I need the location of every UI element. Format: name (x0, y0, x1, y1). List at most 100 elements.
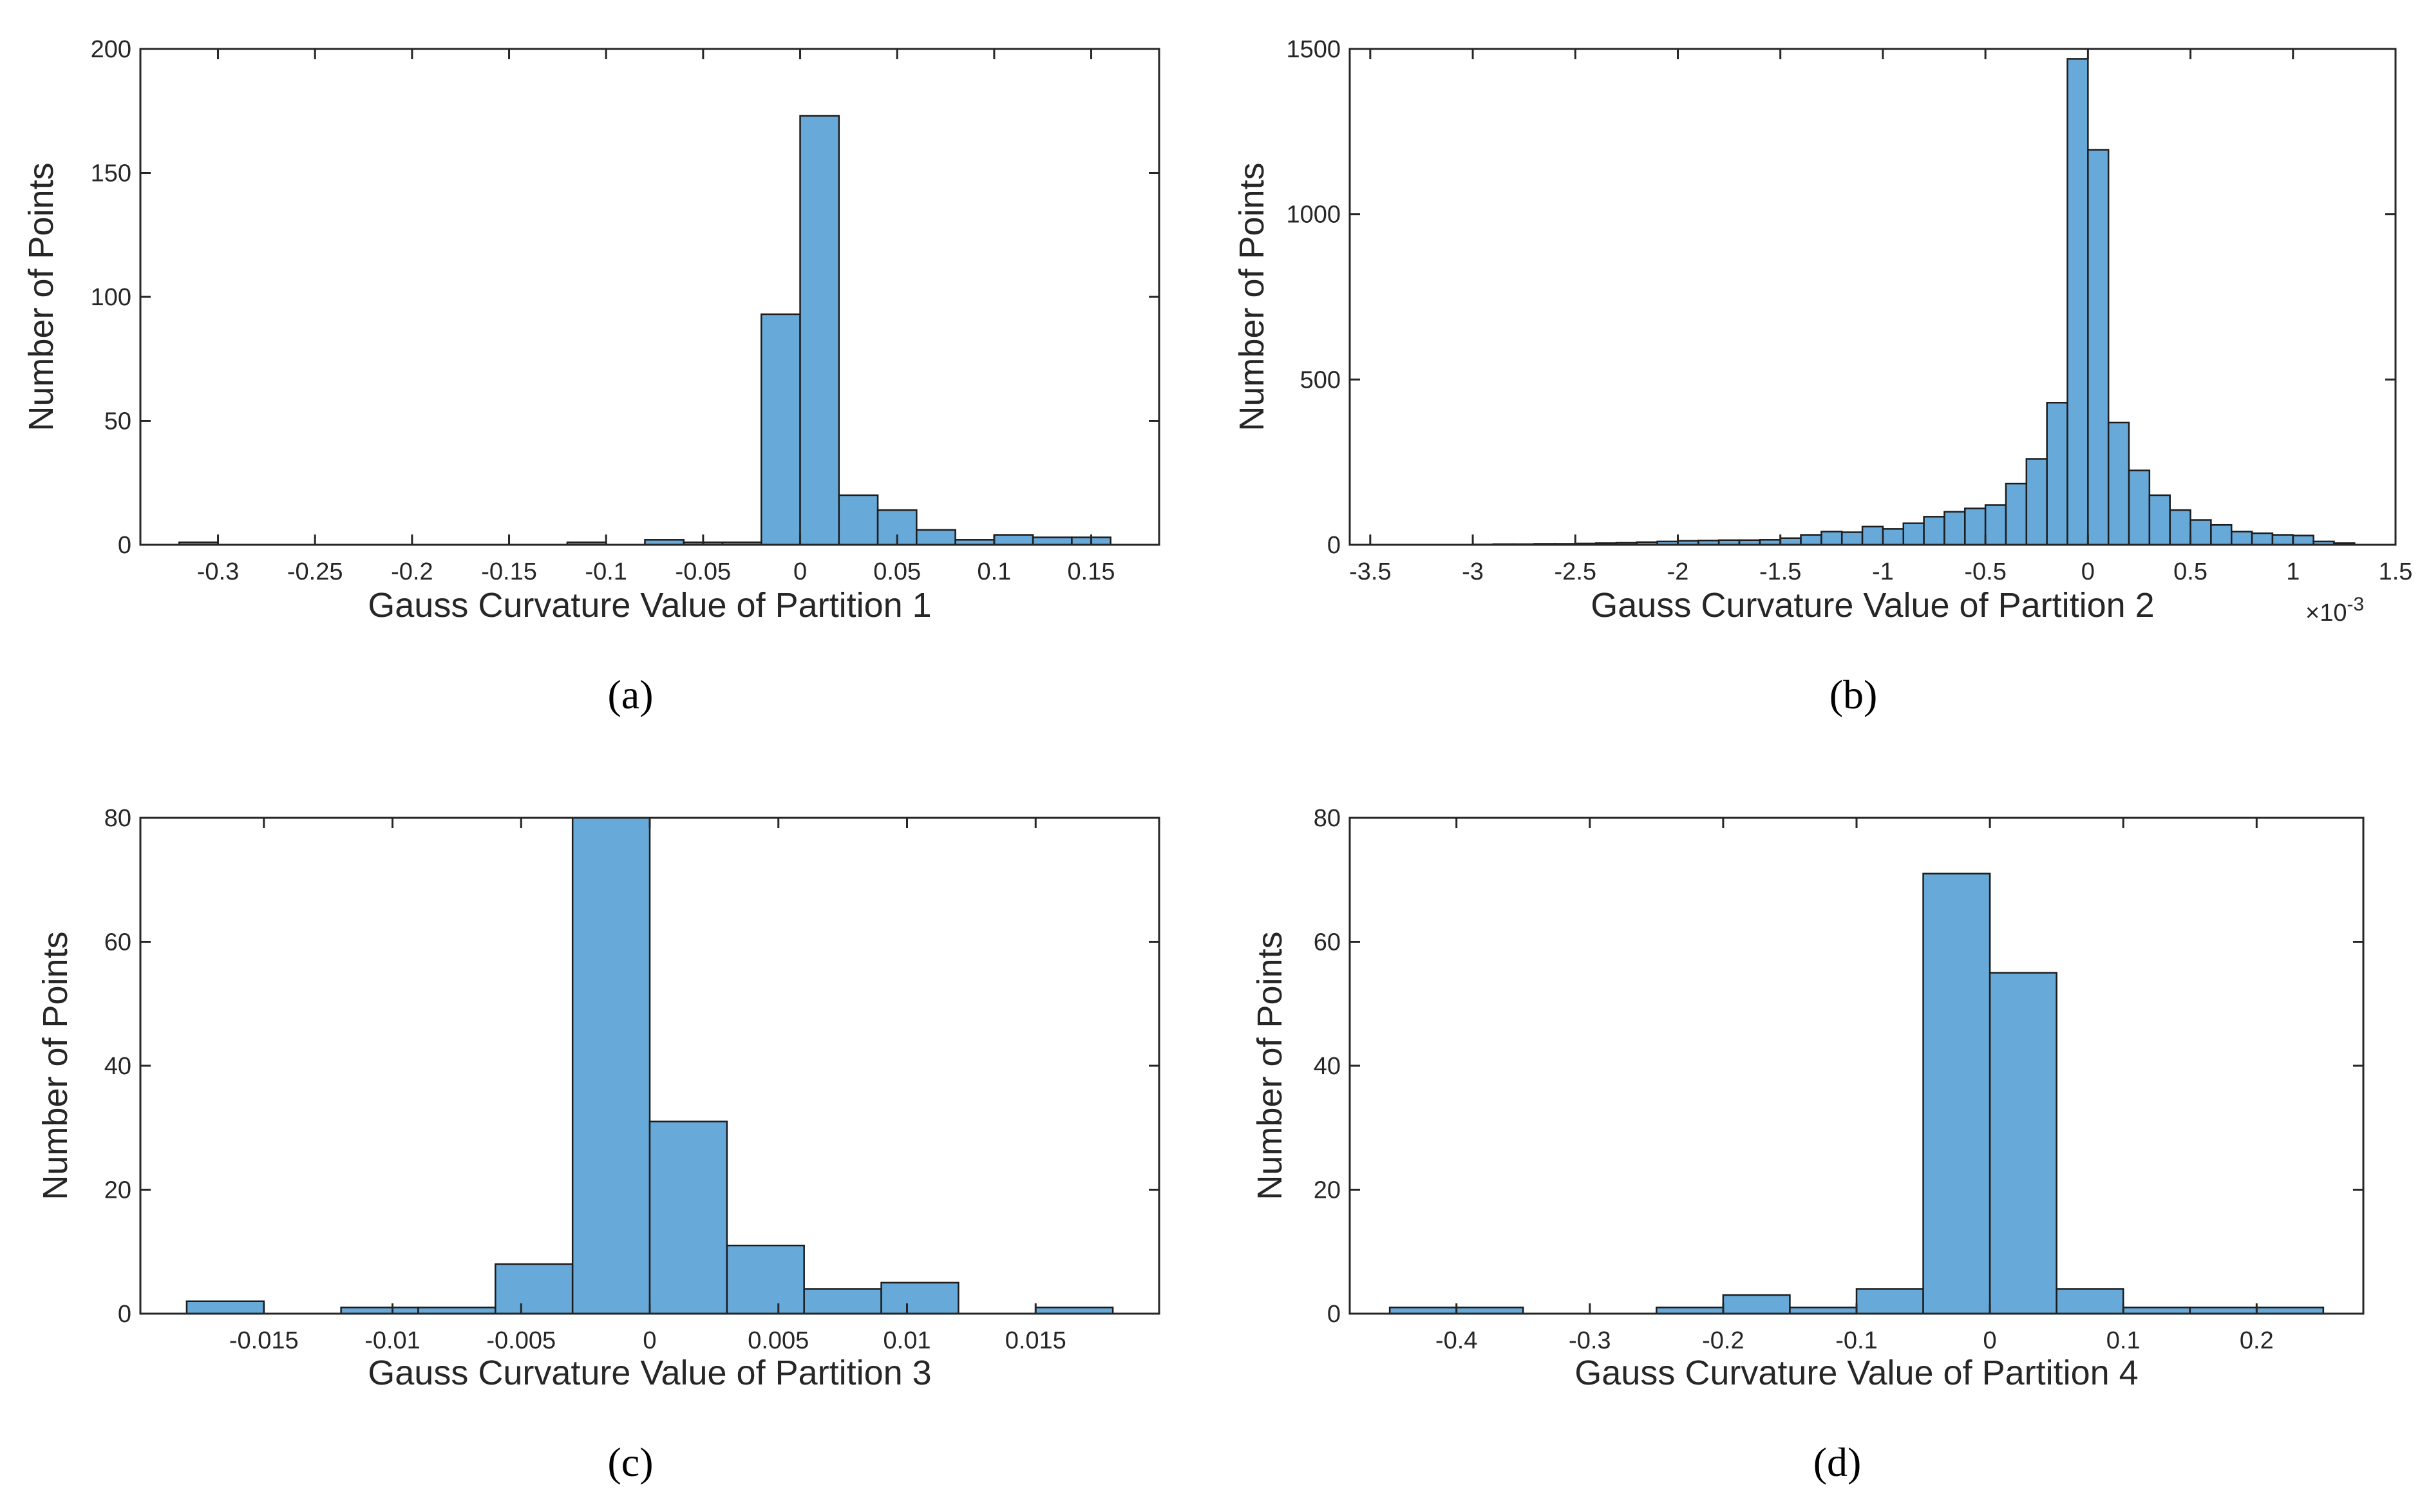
y-axis-label: Number of Points (1233, 162, 1271, 431)
x-axis-label: Gauss Curvature Value of Partition 3 (368, 1354, 931, 1392)
x-tick-label: -1 (1872, 558, 1894, 585)
y-tick-label: 200 (91, 36, 131, 63)
y-tick-label: 80 (1314, 805, 1341, 832)
axes-frame (139, 817, 1160, 1315)
x-tick-label: 0.2 (2240, 1327, 2274, 1354)
x-tick-label: -0.1 (585, 558, 627, 585)
x-tick-label: 1 (2286, 558, 2300, 585)
bars-group (1471, 58, 2356, 546)
axes-frame (1348, 817, 2365, 1315)
x-tick-label: 0.015 (1005, 1327, 1066, 1354)
histogram-bar (1840, 531, 1864, 546)
histogram-bar (880, 1281, 959, 1315)
histogram-bar (761, 313, 801, 546)
histogram-bar (2148, 494, 2171, 546)
histogram-bar (1943, 511, 1966, 546)
x-tick-label: 0 (2081, 558, 2095, 585)
x-tick-label: -0.015 (229, 1327, 299, 1354)
histogram-bar (916, 529, 956, 546)
x-tick-label: -0.2 (391, 558, 433, 585)
panel-label: (d) (1813, 1439, 1862, 1485)
y-tick-label: 0 (1327, 1301, 1341, 1328)
histogram-bar (1964, 507, 1987, 546)
ticks-group: -0.4 -0.3 -0.2 -0.1 0 0.1 0.2 0 20 40 60 80 (1314, 805, 2363, 1354)
histogram-bar (1923, 516, 1945, 546)
y-tick-label: 40 (1314, 1053, 1341, 1080)
x-tick-label: 0.05 (873, 558, 921, 585)
histogram-bar (838, 494, 879, 546)
x-tick-label: 0.15 (1068, 558, 1115, 585)
x-tick-label: 0 (1983, 1327, 1997, 1354)
histogram-bar (2046, 402, 2068, 546)
histogram-bar (1032, 536, 1073, 546)
ticks-group: -0.015 -0.01 -0.005 0 0.005 0.01 0.015 0 20 40 60 8… (104, 805, 1159, 1354)
y-tick-label: 60 (104, 929, 131, 956)
histogram-bar (803, 1288, 882, 1315)
y-tick-label: 60 (1314, 929, 1341, 956)
histogram-panel-d: -0.4 -0.3 -0.2 -0.1 0 0.1 0.2 0 20 40 60 80 Gauss C… (1251, 805, 2365, 1485)
x-axis-label: Gauss Curvature Value of Partition 1 (368, 586, 931, 625)
histogram-bar (1882, 528, 1905, 546)
x-tick-label: -0.005 (486, 1327, 556, 1354)
histogram-bar (495, 1263, 574, 1315)
histogram-bar (1989, 972, 2057, 1315)
x-tick-label: -0.5 (1964, 558, 2006, 585)
x-tick-label: 0.01 (884, 1327, 931, 1354)
histogram-bar (2251, 532, 2274, 546)
y-tick-label: 40 (104, 1053, 131, 1080)
x-tick-label: 0.1 (2106, 1327, 2141, 1354)
axes-frame (1348, 48, 2397, 546)
x-tick-label: 0 (793, 558, 807, 585)
histogram-bar (993, 534, 1034, 546)
histogram-bar (2189, 519, 2212, 546)
axes-frame (139, 48, 1160, 546)
histogram-bar (2066, 58, 2089, 546)
x-tick-label: 0.005 (748, 1327, 809, 1354)
x-axis-label: Gauss Curvature Value of Partition 4 (1574, 1354, 2138, 1392)
x-axis-label: Gauss Curvature Value of Partition 2 (1591, 586, 2154, 625)
histogram-bar (1722, 1294, 1791, 1315)
histogram-bar (2087, 149, 2110, 546)
histogram-panel-a: -0.3 -0.25 -0.2 -0.15 -0.1 -0.05 0 0.05 0.1 0.15 0… (22, 36, 1160, 717)
histogram-bar (1922, 873, 1991, 1315)
x-tick-label: -2.5 (1555, 558, 1596, 585)
y-axis-label: Number of Points (36, 931, 75, 1200)
histogram-bar (2210, 524, 2233, 546)
histogram-bar (1984, 504, 2007, 546)
histogram-bar (2169, 509, 2191, 546)
x-tick-label: -0.25 (287, 558, 343, 585)
x-tick-label: -0.4 (1435, 1327, 1477, 1354)
x-tick-label: -0.1 (1835, 1327, 1877, 1354)
y-tick-label: 0 (118, 532, 131, 559)
histogram-bar (1902, 522, 1925, 546)
histogram-bar (185, 1300, 265, 1315)
panel-label: (b) (1829, 672, 1878, 717)
histogram-bar (726, 1244, 805, 1315)
bars-group (1388, 873, 2325, 1315)
histogram-bar (2292, 534, 2314, 546)
x-tick-label: -0.01 (364, 1327, 421, 1354)
y-tick-label: 80 (104, 805, 131, 832)
x-tick-label: -1.5 (1759, 558, 1801, 585)
ticks-group: -3.5 -3 -2.5 -2 -1.5 -1 -0.5 0 0.5 1 1.5 0 500 1000 15… (1286, 36, 2412, 585)
x-tick-label: 0.5 (2173, 558, 2207, 585)
x-tick-label: -3 (1462, 558, 1484, 585)
bars-group (178, 115, 1111, 546)
histogram-bar (2056, 1288, 2124, 1315)
histogram-bar (1861, 525, 1884, 546)
x-tick-label: 0 (643, 1327, 656, 1354)
x-tick-label: -0.05 (676, 558, 732, 585)
x-tick-label: -0.15 (481, 558, 537, 585)
histogram-bar (2271, 534, 2294, 546)
y-tick-label: 20 (104, 1177, 131, 1204)
histogram-bar (2107, 421, 2130, 546)
histogram-bar (2231, 531, 2253, 546)
x-tick-label: 0.1 (977, 558, 1011, 585)
histogram-bar (1779, 537, 1802, 546)
y-tick-label: 0 (1327, 532, 1341, 559)
y-tick-label: 1000 (1286, 202, 1341, 229)
panel-label: (a) (607, 672, 653, 717)
histogram-bar (1820, 531, 1843, 546)
bars-group (185, 817, 1114, 1315)
